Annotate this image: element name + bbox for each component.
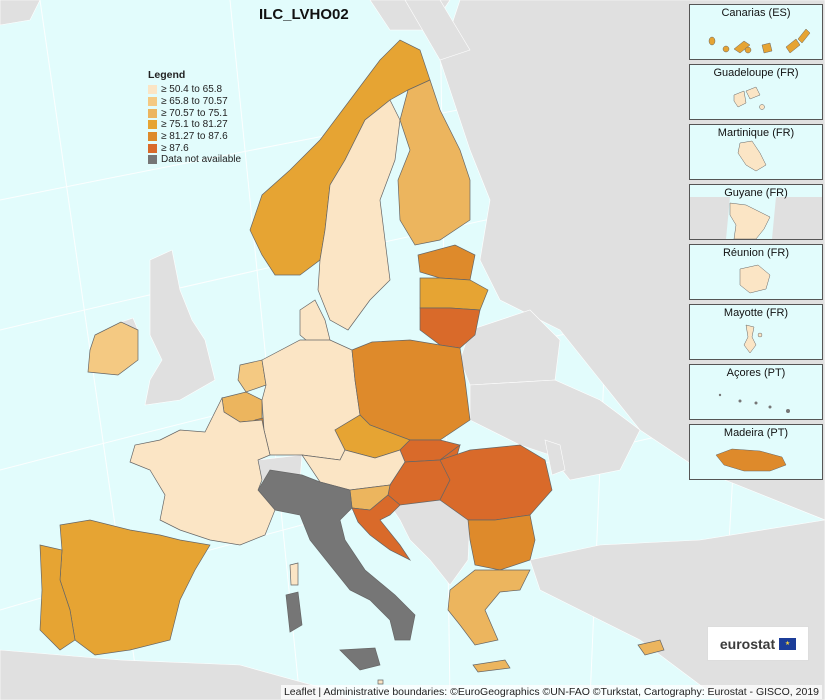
legend-label: ≥ 50.4 to 65.8 bbox=[161, 84, 223, 96]
legend-item: ≥ 70.57 to 75.1 bbox=[148, 107, 241, 119]
inset-title: Martinique (FR) bbox=[717, 127, 795, 139]
country-sicily bbox=[339, 647, 381, 671]
eu-flag-icon: ★ bbox=[779, 637, 797, 650]
legend-item: Data not available bbox=[148, 154, 241, 166]
inset-map bbox=[715, 448, 787, 472]
legend-label: Data not available bbox=[161, 154, 242, 166]
legend-item: ≥ 81.27 to 87.6 bbox=[148, 131, 241, 143]
inset-map bbox=[737, 140, 767, 172]
country-corsica bbox=[289, 562, 299, 586]
legend-item: ≥ 87.6 bbox=[148, 142, 241, 154]
country-crete bbox=[472, 659, 511, 673]
country-ireland bbox=[87, 321, 139, 376]
inset-guadeloupe[interactable]: Guadeloupe (FR) bbox=[689, 64, 823, 120]
eurostat-logo: eurostat ★ bbox=[707, 626, 809, 661]
legend-label: ≥ 81.27 to 87.6 bbox=[161, 131, 228, 143]
inset-map bbox=[708, 28, 811, 54]
country-france bbox=[129, 396, 276, 546]
country-bulgaria bbox=[467, 514, 536, 571]
country-moldova bbox=[544, 439, 566, 476]
country-cyprus bbox=[637, 639, 665, 656]
logo-text: eurostat bbox=[719, 635, 776, 652]
inset-map bbox=[718, 393, 790, 413]
legend-item: ≥ 75.1 to 81.27 bbox=[148, 119, 241, 131]
country-uk bbox=[144, 249, 216, 406]
country-lithuania bbox=[419, 307, 481, 349]
country-netherlands bbox=[237, 359, 267, 393]
country-norway-outline bbox=[404, 0, 471, 61]
country-italy bbox=[257, 469, 416, 641]
inset-guyane[interactable]: Guyane (FR) bbox=[689, 184, 823, 240]
legend-label: ≥ 75.1 to 81.27 bbox=[161, 119, 228, 131]
legend-swatch bbox=[148, 143, 157, 153]
inset-title: Madeira (PT) bbox=[723, 427, 789, 439]
inset-title: Guyane (FR) bbox=[724, 187, 788, 199]
inset-acores[interactable]: Açores (PT) bbox=[689, 364, 823, 420]
legend-item: ≥ 65.8 to 70.57 bbox=[148, 96, 241, 108]
inset-title: Canarias (ES) bbox=[721, 7, 791, 19]
country-croatia bbox=[351, 494, 412, 561]
legend-swatch bbox=[148, 120, 157, 130]
country-spain bbox=[59, 519, 211, 656]
inset-martinique[interactable]: Martinique (FR) bbox=[689, 124, 823, 180]
country-portugal bbox=[39, 544, 76, 651]
inset-map bbox=[739, 264, 771, 294]
country-romania bbox=[439, 444, 553, 521]
country-sweden bbox=[317, 99, 401, 331]
legend-label: ≥ 70.57 to 75.1 bbox=[161, 107, 228, 119]
legend-swatch bbox=[148, 97, 157, 107]
country-norway bbox=[249, 39, 431, 276]
inset-title: Réunion (FR) bbox=[722, 247, 790, 259]
map-legend: Legend ≥ 50.4 to 65.8 ≥ 65.8 to 70.57 ≥ … bbox=[148, 69, 241, 166]
country-iceland bbox=[0, 0, 41, 26]
inset-mayotte[interactable]: Mayotte (FR) bbox=[689, 304, 823, 360]
legend-label: ≥ 87.6 bbox=[161, 142, 189, 154]
legend-swatch bbox=[148, 155, 157, 165]
legend-label: ≥ 65.8 to 70.57 bbox=[161, 96, 228, 108]
country-latvia bbox=[419, 277, 489, 311]
inset-map bbox=[690, 197, 822, 239]
legend-swatch bbox=[148, 132, 157, 142]
map-title: ILC_LVHO02 bbox=[259, 6, 349, 23]
country-ukraine bbox=[469, 379, 641, 481]
legend-title: Legend bbox=[148, 69, 186, 81]
eu-countries bbox=[39, 39, 665, 685]
country-turkey bbox=[529, 519, 825, 700]
inset-reunion[interactable]: Réunion (FR) bbox=[689, 244, 823, 300]
inset-map bbox=[743, 324, 763, 354]
inset-title: Açores (PT) bbox=[726, 367, 786, 379]
legend-item: ≥ 50.4 to 65.8 bbox=[148, 84, 241, 96]
inset-map bbox=[733, 86, 765, 110]
inset-madeira[interactable]: Madeira (PT) bbox=[689, 424, 823, 480]
country-estonia bbox=[417, 244, 476, 281]
country-malta bbox=[377, 679, 384, 685]
inset-title: Guadeloupe (FR) bbox=[713, 67, 799, 79]
legend-swatch bbox=[148, 85, 157, 95]
country-finland bbox=[397, 79, 471, 246]
country-greece bbox=[447, 569, 531, 646]
country-sardinia bbox=[285, 591, 303, 633]
legend-swatch bbox=[148, 108, 157, 118]
inset-title: Mayotte (FR) bbox=[723, 307, 789, 319]
inset-canarias[interactable]: Canarias (ES) bbox=[689, 4, 823, 60]
map-attribution[interactable]: Leaflet | Administrative boundaries: ©Eu… bbox=[280, 685, 822, 699]
